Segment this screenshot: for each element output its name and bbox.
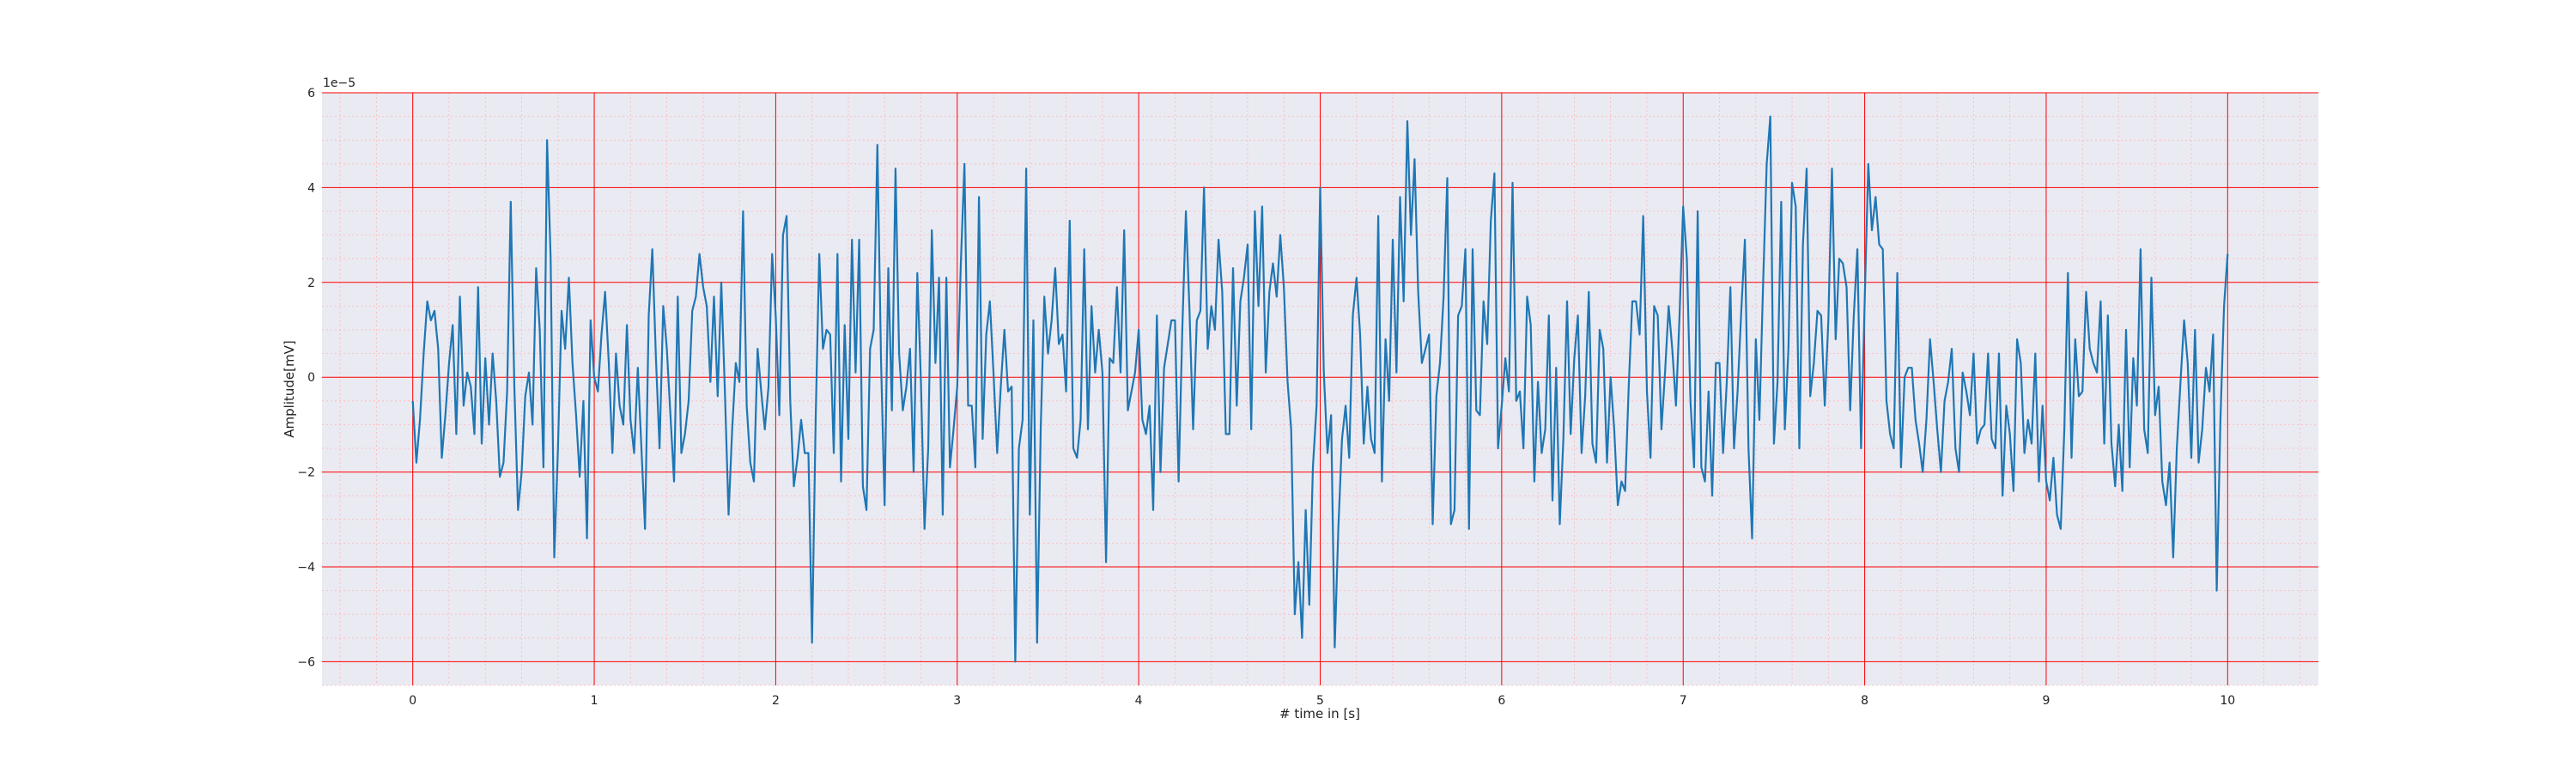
x-tick-labels: 0 1 2 3 4 5 6 7 8 9 10 — [409, 694, 2235, 708]
y-tick-label: −6 — [297, 655, 315, 669]
x-tick-label: 2 — [772, 694, 780, 708]
x-tick-label: 5 — [1316, 694, 1324, 708]
x-tick-label: 6 — [1498, 694, 1505, 708]
y-offset-label: 1e−5 — [323, 76, 355, 90]
y-tick-label: −2 — [297, 466, 315, 480]
y-tick-label: 0 — [307, 371, 315, 385]
x-tick-label: 4 — [1135, 694, 1143, 708]
series-line — [411, 115, 2229, 663]
x-axis-label: # time in [s] — [1279, 706, 1360, 721]
x-tick-label: 7 — [1680, 694, 1687, 708]
y-tick-labels: −6 −4 −2 0 2 4 6 — [297, 87, 315, 669]
y-axis-label: Amplitude[mV] — [282, 340, 297, 437]
x-tick-label: 9 — [2042, 694, 2050, 708]
x-tick-label: 10 — [2220, 694, 2235, 708]
x-tick-label: 3 — [953, 694, 961, 708]
x-tick-label: 1 — [591, 694, 598, 708]
y-tick-label: 4 — [307, 181, 315, 195]
y-tick-label: 6 — [307, 87, 315, 100]
y-tick-label: −4 — [297, 561, 315, 575]
y-tick-label: 2 — [307, 277, 315, 290]
x-tick-label: 0 — [409, 694, 416, 708]
x-tick-label: 8 — [1861, 694, 1868, 708]
series-layer — [411, 115, 2229, 663]
